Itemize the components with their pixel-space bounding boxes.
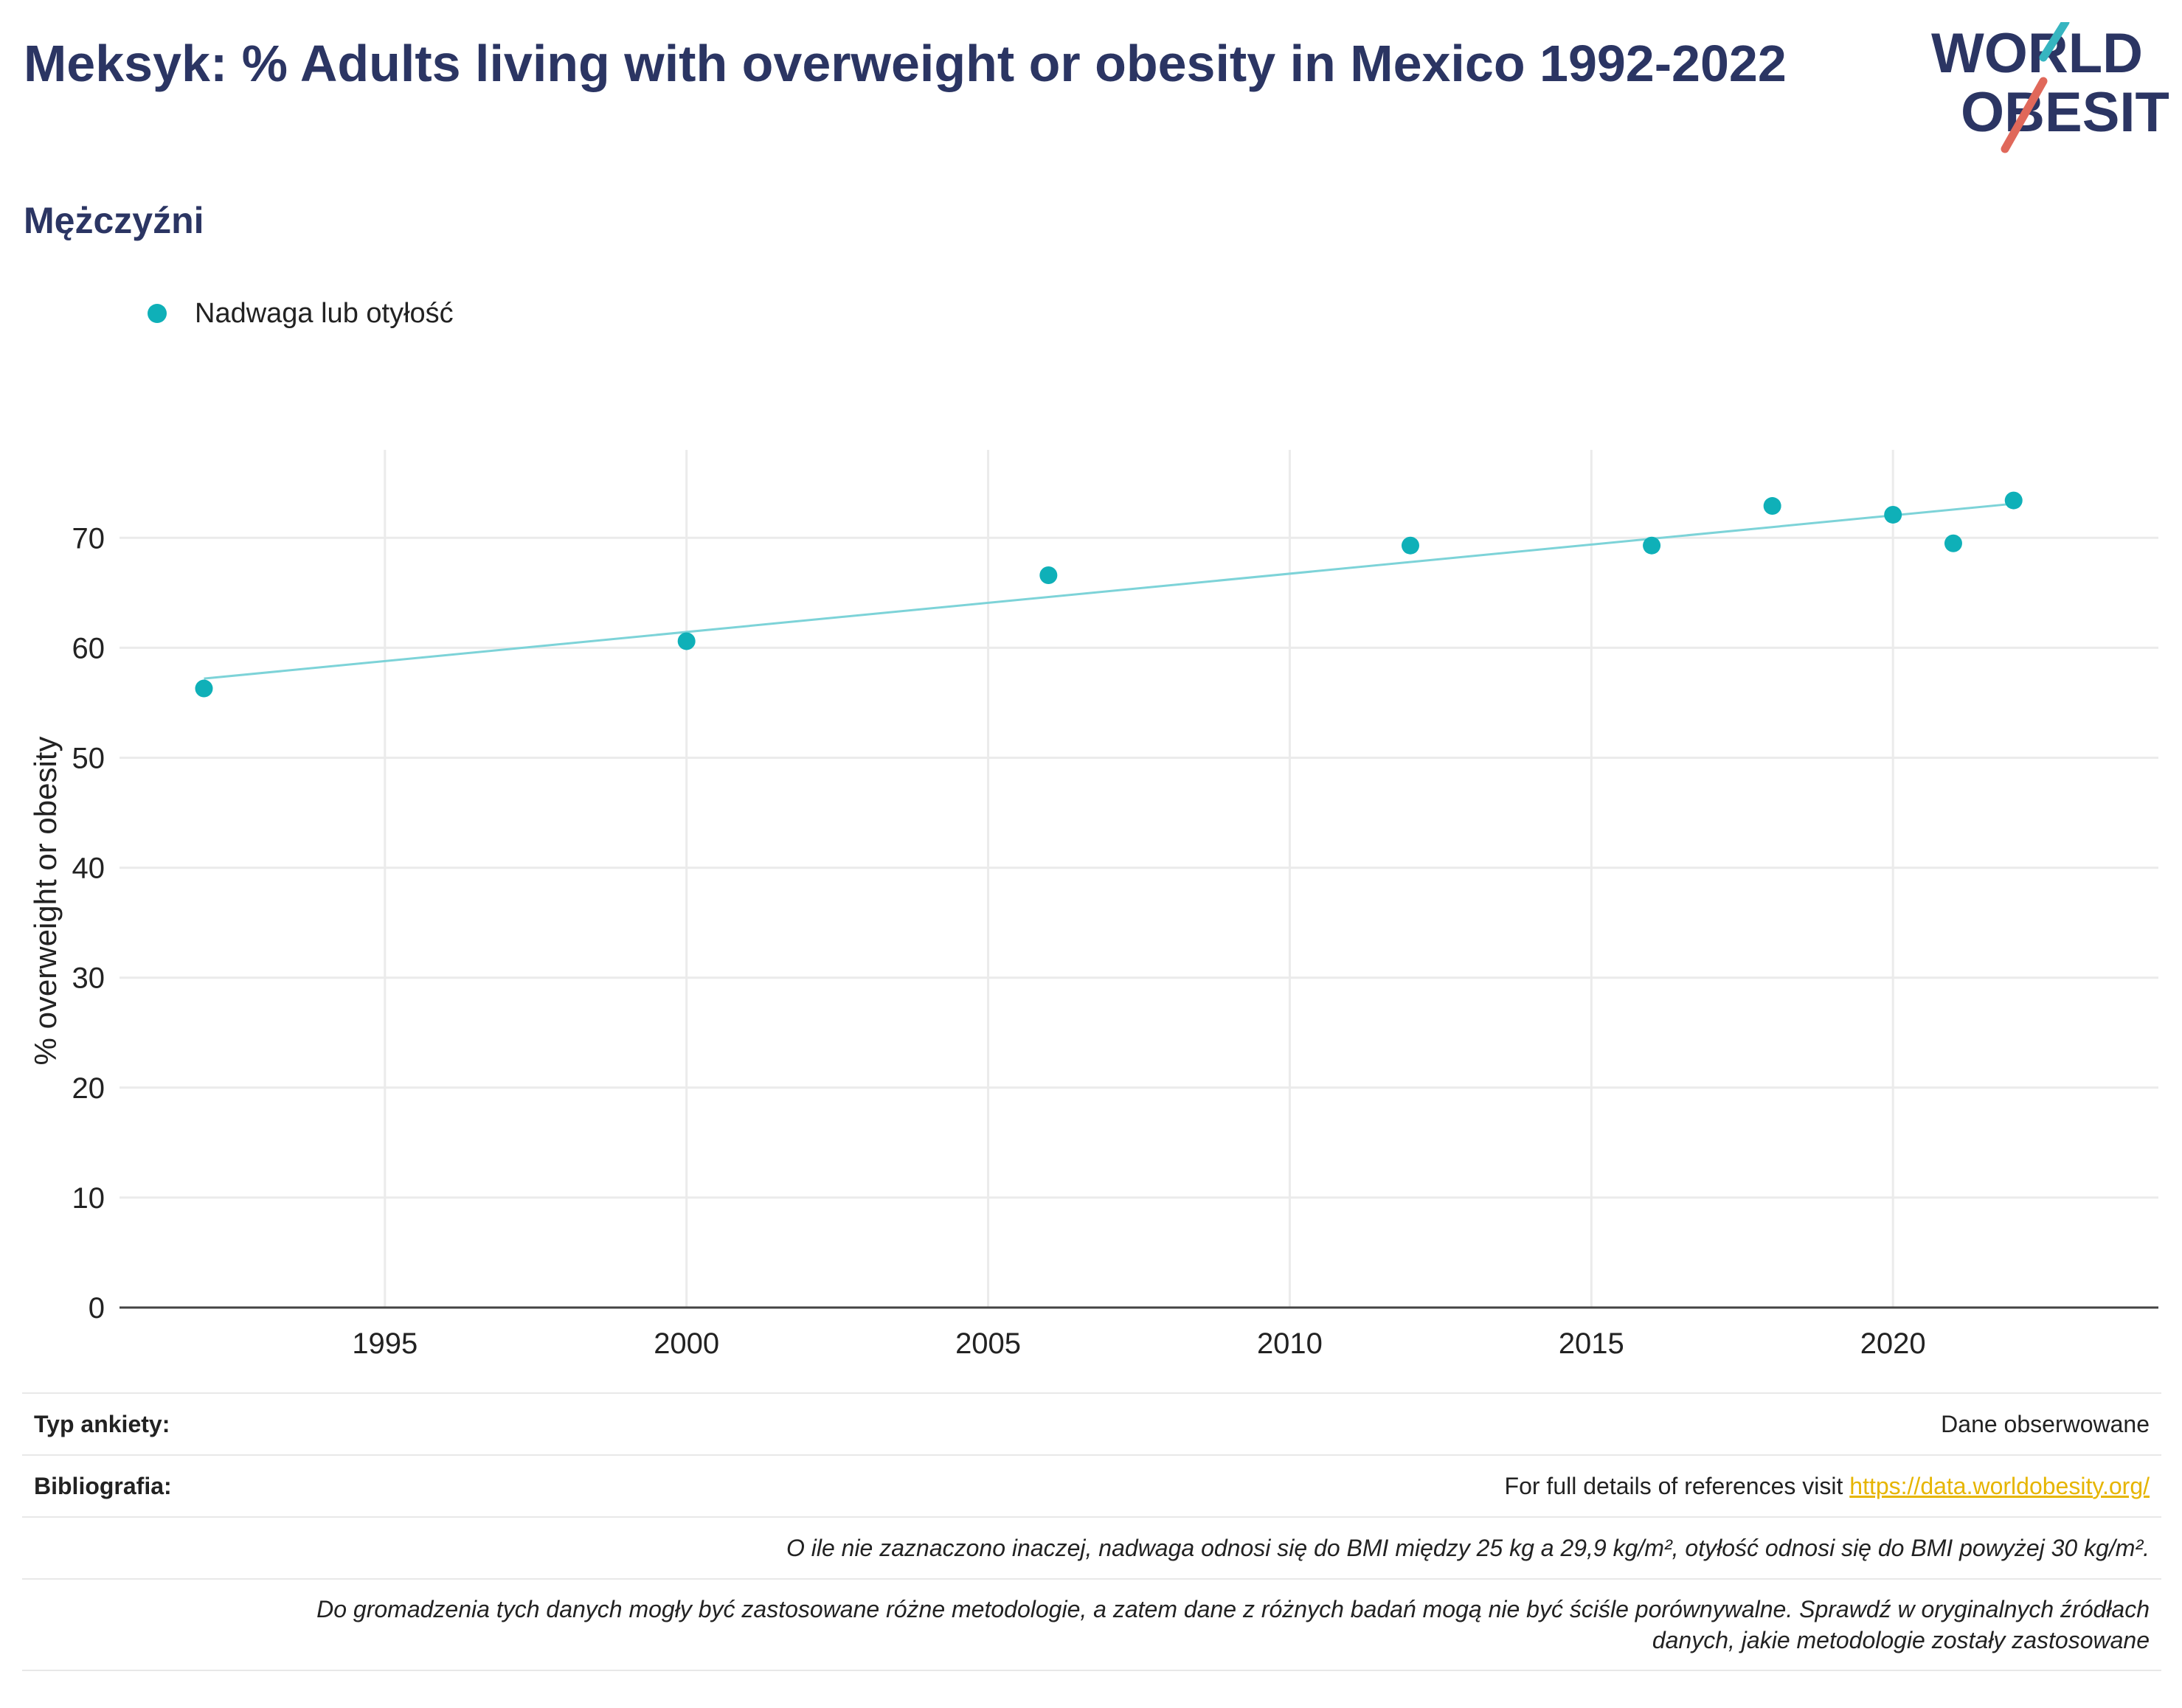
y-tick-label: 0 [89,1292,105,1325]
trend-line [204,502,2014,680]
data-point [1763,497,1781,515]
data-point [1944,534,1962,552]
data-point [1643,536,1661,555]
bibliography-value: For full details of references visit htt… [1505,1473,2150,1500]
y-axis-title: % overweight or obesity [28,737,63,1066]
legend-label: Nadwaga lub otyłość [195,297,454,329]
footer-row-note-methodology: Do gromadzenia tych danych mogły być zas… [22,1578,2161,1671]
y-tick-label: 70 [72,522,105,555]
y-tick-label: 50 [72,742,105,774]
methodology-note: Do gromadzenia tych danych mogły być zas… [34,1594,2150,1656]
data-point [2004,491,2023,510]
y-tick-label: 30 [72,962,105,995]
y-tick-label: 60 [72,632,105,664]
chart-title: Meksyk: % Adults living with overweight … [24,35,1787,92]
x-tick-label: 2010 [1257,1327,1323,1360]
logo-line-1: WORLD [1931,22,2143,85]
survey-type-label: Typ ankiety: [34,1410,170,1437]
bibliography-text: For full details of references visit [1504,1472,1850,1499]
y-tick-label: 20 [72,1072,105,1105]
data-point [195,679,213,698]
logo-accent-slash-teal [2039,22,2070,62]
x-tick-label: 2000 [654,1327,719,1360]
data-point [1401,536,1419,555]
bibliography-label: Bibliografia: [34,1472,172,1499]
x-tick-label: 2015 [1559,1327,1624,1360]
footer-row-note-definition: O ile nie zaznaczono inaczej, nadwaga od… [22,1516,2161,1578]
chart-legend: Nadwaga lub otyłość [148,295,454,332]
logo-line-2: OBESITY [1961,81,2169,144]
legend-marker [148,304,167,323]
chart-footer: Typ ankiety: Dane obserwowane Bibliograf… [22,1392,2161,1671]
x-tick-label: 1995 [352,1327,418,1360]
scatter-chart: 1995 2000 2005 2010 2015 2020 0 10 20 30 40 50 60 70%… [28,450,2158,1360]
data-point [1039,566,1058,584]
logo-accent-slash-coral [2001,77,2048,153]
x-tick-label: 2020 [1860,1327,1926,1360]
definition-note: O ile nie zaznaczono inaczej, nadwaga od… [786,1534,2150,1561]
footer-row-survey: Typ ankiety: Dane obserwowane [22,1392,2161,1454]
bibliography-link[interactable]: https://data.worldobesity.org/ [1849,1472,2150,1499]
methodology-note-line-1: Do gromadzenia tych danych mogły być zas… [316,1596,2150,1622]
methodology-note-line-2: danych, jakie metodologie zostały zastos… [1652,1627,2150,1653]
footer-row-bibliography: Bibliografia: For full details of refere… [22,1454,2161,1516]
y-tick-label: 10 [72,1182,105,1215]
world-obesity-logo: WORLD OBESITY [1931,22,2169,153]
y-tick-label: 40 [72,853,105,885]
chart-subtitle: Mężczyźni [24,200,204,241]
data-point [1884,505,1902,524]
survey-type-value: Dane obserwowane [1941,1410,2150,1437]
x-tick-label: 2005 [955,1327,1021,1360]
data-point [677,632,696,650]
